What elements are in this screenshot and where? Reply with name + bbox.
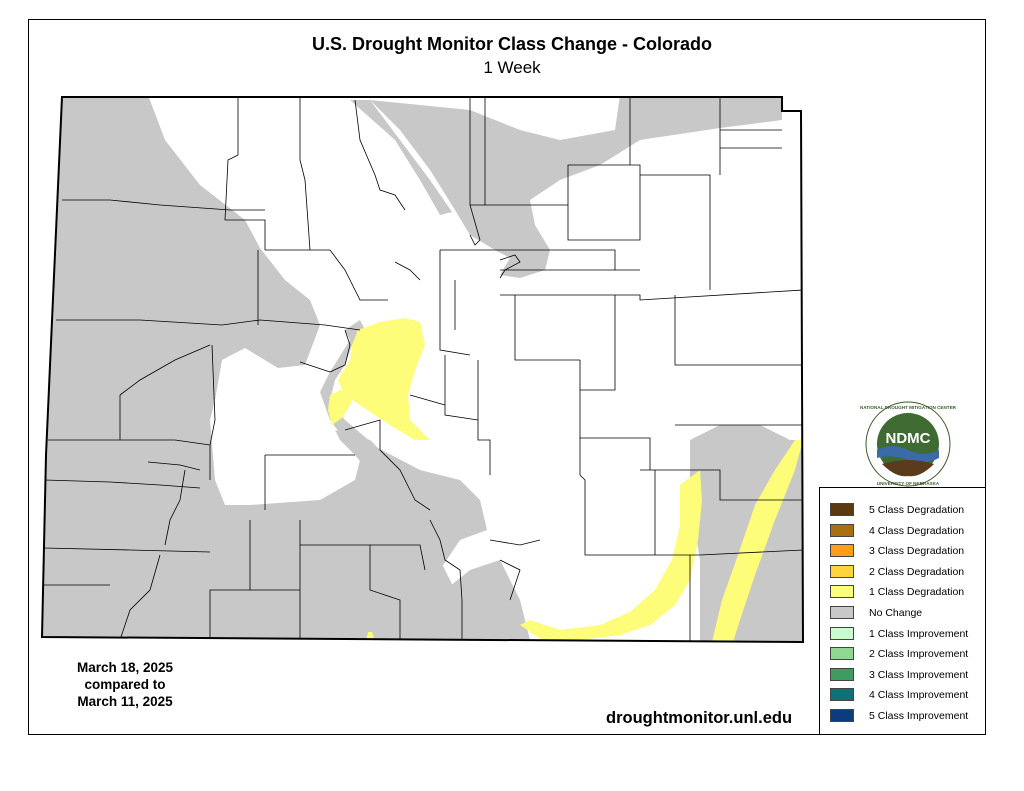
legend-swatch [830, 544, 854, 557]
legend-item: 5 Class Degradation [830, 502, 964, 517]
legend-item: No Change [830, 605, 922, 620]
legend-label: 3 Class Improvement [869, 668, 969, 681]
legend-swatch [830, 503, 854, 516]
state-outline [40, 96, 805, 644]
legend-swatch [830, 585, 854, 598]
legend-label: 1 Class Improvement [869, 627, 969, 640]
legend-swatch [830, 709, 854, 722]
legend-label: 4 Class Improvement [869, 688, 969, 701]
legend-swatch [830, 524, 854, 537]
compared-to-text: compared to [84, 677, 166, 692]
no-change-northeast [370, 97, 782, 278]
legend-swatch [830, 606, 854, 619]
legend-swatch [830, 668, 854, 681]
legend-item: 4 Class Improvement [830, 687, 968, 702]
legend-label: No Change [869, 606, 923, 619]
legend-label: 3 Class Degradation [869, 544, 965, 557]
legend-item: 1 Class Degradation [830, 584, 964, 599]
legend-swatch [830, 627, 854, 640]
legend-label: 4 Class Degradation [869, 524, 965, 537]
legend-label: 2 Class Improvement [869, 647, 969, 660]
legend-item: 5 Class Improvement [830, 708, 968, 723]
legend-swatch [830, 688, 854, 701]
no-change-north-strip [350, 100, 452, 215]
degradation-southeast-arc [520, 470, 702, 642]
logo-text: NDMC [886, 430, 931, 447]
source-url[interactable]: droughtmonitor.unl.edu [606, 709, 793, 727]
no-change-west [42, 97, 487, 640]
current-date: March 18, 2025 [76, 660, 174, 675]
legend-swatch [830, 647, 854, 660]
map-subtitle: 1 Week [483, 58, 541, 77]
legend-item: 1 Class Improvement [830, 626, 968, 641]
logo-ring-top: NATIONAL DROUGHT MITIGATION CENTER [860, 405, 957, 410]
logo-ring-bottom: UNIVERSITY OF NEBRASKA [877, 481, 940, 486]
legend-label: 5 Class Degradation [869, 503, 965, 516]
no-change-south-central [445, 560, 530, 640]
legend-label: 2 Class Degradation [869, 565, 965, 578]
comparison-dates: March 18, 2025 compared to March 11, 202… [40, 659, 210, 710]
county-boundaries [43, 97, 803, 642]
water-wave-icon [877, 446, 939, 463]
legend-item: 3 Class Improvement [830, 667, 968, 682]
earth-icon [882, 460, 934, 477]
legend-label: 1 Class Degradation [869, 585, 965, 598]
legend-item: 2 Class Improvement [830, 646, 968, 661]
ndmc-logo: NDMC NATIONAL DROUGHT MITIGATION CENTER … [860, 401, 957, 487]
degradation-central-west [328, 388, 352, 425]
map-title: U.S. Drought Monitor Class Change - Colo… [312, 34, 712, 54]
legend: 5 Class Degradation 4 Class Degradation … [819, 487, 986, 735]
legend-item: 2 Class Degradation [830, 564, 964, 579]
legend-label: 5 Class Improvement [869, 709, 969, 722]
legend-item: 3 Class Degradation [830, 543, 964, 558]
degradation-central [338, 318, 430, 440]
previous-date: March 11, 2025 [77, 694, 173, 709]
legend-item: 4 Class Degradation [830, 523, 964, 538]
degradation-southeast-band [712, 440, 803, 642]
legend-swatch [830, 565, 854, 578]
